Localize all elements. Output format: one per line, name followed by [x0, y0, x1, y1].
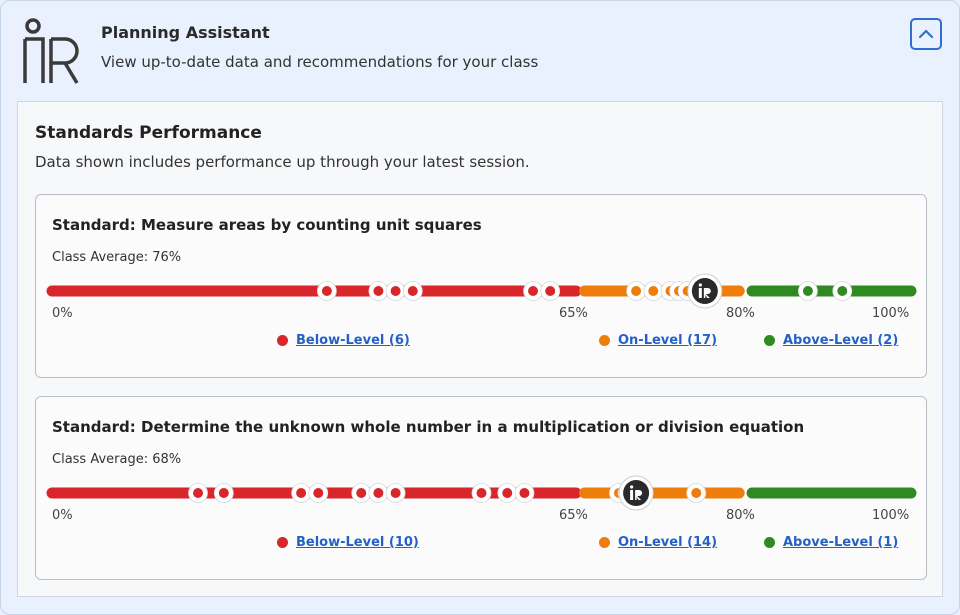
class-average: Class Average: 76% [52, 250, 182, 265]
legend-below-level[interactable]: Below-Level (10) [277, 535, 419, 550]
below-level-link[interactable]: Below-Level (10) [296, 535, 419, 550]
on-level-dot [599, 335, 610, 346]
ir-person-icon [23, 18, 79, 84]
legend-on-level[interactable]: On-Level (14) [599, 535, 717, 550]
student-dot-core [296, 488, 307, 498]
panel-title: Standards Performance [35, 123, 262, 143]
student-dot-core [407, 286, 418, 296]
student-dot-core [321, 286, 332, 296]
tick-label: 100% [872, 306, 910, 321]
student-dot-core [502, 488, 513, 498]
student-dot-core [802, 286, 813, 296]
legend-on-level[interactable]: On-Level (17) [599, 333, 717, 348]
student-dot-core [519, 488, 530, 498]
standard-card: Standard: Determine the unknown whole nu… [35, 396, 927, 580]
standard-title: Standard: Measure areas by counting unit… [52, 216, 482, 234]
tick-label: 80% [726, 508, 755, 523]
legend-below-level[interactable]: Below-Level (6) [277, 333, 410, 348]
ir-person-icon [698, 283, 711, 298]
above-level-dot [764, 335, 775, 346]
tick-label: 100% [872, 508, 910, 523]
student-dot-core [390, 488, 401, 498]
below-level-dot [277, 537, 288, 548]
tick-label: 65% [559, 508, 588, 523]
student-dot-core [545, 286, 556, 296]
on-level-link[interactable]: On-Level (14) [618, 535, 718, 550]
student-dot-core [356, 488, 367, 498]
student-dot-core [313, 488, 324, 498]
standards-performance-panel: Standards Performance Data shown include… [17, 101, 943, 597]
standard-card: Standard: Measure areas by counting unit… [35, 194, 927, 378]
legend-above-level[interactable]: Above-Level (1) [764, 535, 898, 550]
panel-subtitle: Data shown includes performance up throu… [35, 153, 530, 171]
standard-title: Standard: Determine the unknown whole nu… [52, 418, 805, 436]
ir-person-icon [630, 485, 643, 500]
performance-scale [46, 273, 917, 309]
student-dot-core [648, 286, 659, 296]
student-dot-core [390, 286, 401, 296]
tick-label: 65% [559, 306, 588, 321]
header-subtitle: View up-to-date data and recommendations… [101, 53, 539, 71]
student-dot-core [691, 488, 702, 498]
student-dot-core [631, 286, 642, 296]
student-dot-core [476, 488, 487, 498]
below-level-dot [277, 335, 288, 346]
below-level-link[interactable]: Below-Level (6) [296, 333, 410, 348]
class-average: Class Average: 68% [52, 452, 182, 467]
tick-label: 0% [52, 306, 73, 321]
header-title: Planning Assistant [101, 23, 270, 42]
student-dot-core [373, 286, 384, 296]
legend-above-level[interactable]: Above-Level (2) [764, 333, 898, 348]
chevron-up-icon [918, 29, 934, 39]
above-level-link[interactable]: Above-Level (1) [783, 535, 899, 550]
on-level-dot [599, 537, 610, 548]
above-level-dot [764, 537, 775, 548]
above-level-link[interactable]: Above-Level (2) [783, 333, 899, 348]
performance-scale [46, 475, 917, 511]
student-dot-core [837, 286, 848, 296]
collapse-button[interactable] [910, 18, 942, 50]
student-dot-core [193, 488, 204, 498]
tick-label: 0% [52, 508, 73, 523]
on-level-link[interactable]: On-Level (17) [618, 333, 718, 348]
student-dot-core [218, 488, 229, 498]
student-dot-core [373, 488, 384, 498]
student-dot-core [528, 286, 539, 296]
tick-label: 80% [726, 306, 755, 321]
